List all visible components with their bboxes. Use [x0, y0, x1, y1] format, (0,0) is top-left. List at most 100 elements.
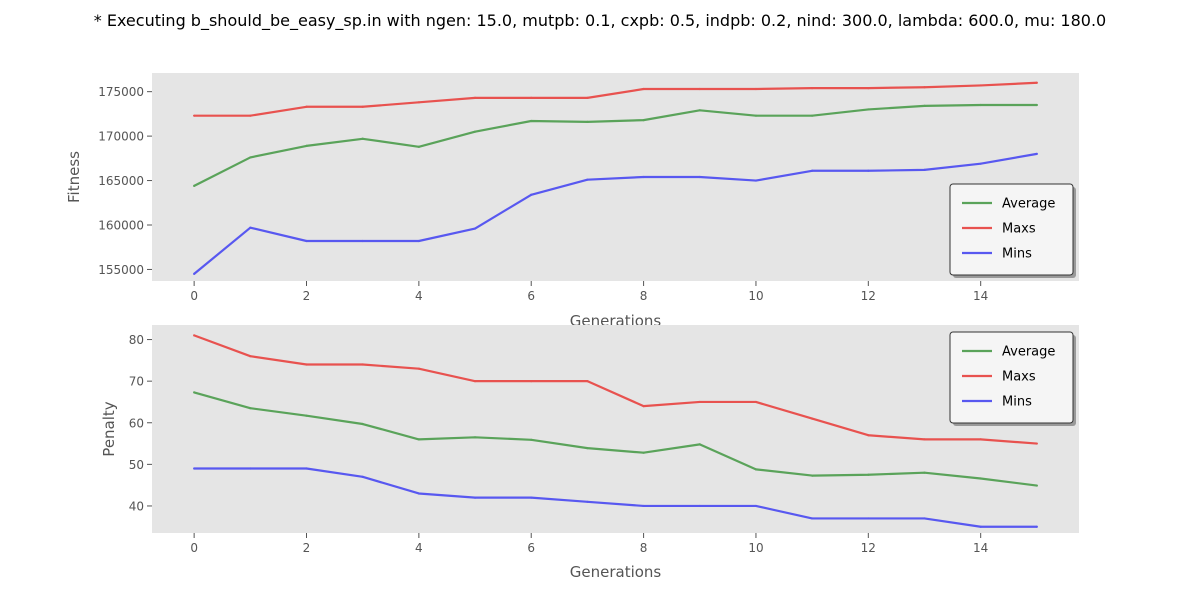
penalty-average-point [305, 414, 308, 417]
penalty-mins-point [530, 496, 533, 499]
penalty-mins-point [417, 492, 420, 495]
penalty-legend-mins-label: Mins [1002, 395, 1032, 410]
penalty-mins-point [642, 504, 645, 508]
penalty-average-point [249, 407, 252, 410]
penalty-average-point [923, 471, 926, 474]
penalty-maxs-point [811, 417, 814, 420]
penalty-maxs-point [698, 400, 701, 404]
penalty-mins-point [754, 504, 758, 508]
penalty-mins-point [193, 467, 196, 470]
fitness-ytick-label: 160000 [98, 219, 144, 233]
penalty-maxs-point [417, 367, 420, 370]
fitness-mins-point [417, 239, 420, 243]
fitness-ytick-label: 175000 [98, 85, 144, 99]
penalty-xtick-label: 8 [640, 541, 648, 555]
penalty-average-point [642, 451, 645, 454]
penalty-ytick-label: 40 [129, 499, 144, 513]
fitness-xtick-label: 2 [303, 289, 311, 303]
fitness-average-point [754, 114, 758, 117]
fitness-maxs-point [249, 114, 252, 117]
fitness-maxs-point [923, 86, 926, 89]
penalty-maxs-point [530, 380, 533, 383]
fitness-chart: 0 2 4 6 8 10 12 14 155000 160000 165000 170000 17500… [65, 73, 1079, 330]
penalty-maxs-line [193, 334, 1037, 445]
penalty-mins-point [473, 496, 477, 499]
fitness-mins-point [642, 175, 645, 179]
penalty-average-point [193, 391, 196, 394]
penalty-ytick-label: 50 [129, 458, 144, 472]
penalty-xtick-label: 10 [748, 541, 763, 555]
fitness-legend-average-label: Average [1002, 197, 1055, 212]
fitness-maxs-point [979, 84, 982, 87]
penalty-y-axis-label: Penalty [100, 401, 118, 456]
fitness-maxs-point [417, 101, 420, 104]
fitness-ytick-label: 170000 [98, 130, 144, 144]
fitness-mins-point [361, 239, 364, 243]
penalty-maxs-point [867, 434, 870, 437]
fitness-maxs-point [867, 87, 870, 90]
fitness-maxs-point [698, 87, 701, 91]
penalty-mins-point [811, 517, 814, 520]
fitness-maxs-point [642, 87, 645, 91]
fitness-mins-point [754, 179, 758, 182]
fitness-maxs-point [193, 114, 196, 117]
fitness-average-point [867, 108, 870, 111]
fitness-mins-point [530, 193, 533, 196]
penalty-average-point [867, 473, 870, 476]
fitness-maxs-point [361, 105, 364, 108]
penalty-plot-area [152, 325, 1079, 533]
penalty-maxs-point [193, 334, 196, 337]
penalty-legend-maxs-label: Maxs [1002, 370, 1036, 385]
fitness-average-point [417, 145, 420, 148]
fitness-mins-point [249, 226, 252, 229]
fitness-maxs-point [811, 87, 814, 90]
fitness-maxs-line [194, 81, 1037, 117]
fitness-average-point [305, 144, 308, 147]
fitness-average-point [361, 137, 364, 140]
penalty-chart: 0 2 4 6 8 10 12 14 40 50 60 70 80 Generations Penalty A… [100, 325, 1079, 581]
penalty-maxs-point [754, 400, 758, 404]
penalty-xtick-label: 0 [190, 541, 198, 555]
penalty-ytick-label: 70 [129, 375, 144, 389]
penalty-mins-point [586, 500, 589, 503]
figure-suptitle: * Executing b_should_be_easy_sp.in with … [94, 11, 1106, 31]
fitness-ytick-label: 165000 [98, 174, 144, 188]
penalty-mins-point [249, 467, 252, 470]
fitness-average-point [979, 103, 982, 107]
fitness-mins-point [305, 239, 308, 243]
penalty-maxs-point [305, 363, 308, 366]
penalty-average-point [698, 443, 701, 446]
penalty-ytick-label: 60 [129, 416, 144, 430]
fitness-ytick-label: 155000 [98, 263, 144, 277]
penalty-xtick-label: 6 [527, 541, 535, 555]
fitness-maxs-point [1035, 81, 1038, 84]
fitness-average-point [811, 114, 814, 117]
penalty-xtick-label: 2 [303, 541, 311, 555]
penalty-average-point [473, 436, 477, 439]
fitness-xtick-label: 0 [190, 289, 198, 303]
fitness-average-line [193, 103, 1037, 187]
penalty-legend-average-label: Average [1002, 345, 1055, 360]
penalty-average-point [811, 474, 814, 477]
fitness-maxs-point [305, 105, 308, 108]
penalty-average-point [754, 468, 758, 471]
penalty-maxs-point [586, 380, 589, 383]
fitness-legend: Average Maxs Mins [949, 183, 1076, 278]
fitness-mins-line [193, 152, 1038, 275]
penalty-xtick-label: 12 [861, 541, 876, 555]
fitness-average-point [923, 104, 926, 107]
fitness-average-point [1035, 103, 1038, 107]
fitness-maxs-point [530, 96, 533, 99]
penalty-legend: Average Maxs Mins [949, 331, 1076, 426]
penalty-mins-point [305, 467, 308, 470]
fitness-mins-point [698, 175, 701, 179]
fitness-mins-point [923, 168, 926, 171]
penalty-mins-point [698, 504, 701, 508]
fitness-xtick-label: 6 [527, 289, 535, 303]
penalty-mins-point [1035, 525, 1038, 528]
penalty-maxs-point [642, 405, 645, 408]
fitness-mins-point [473, 227, 477, 230]
fitness-maxs-point [473, 96, 477, 99]
fitness-mins-point [1035, 152, 1038, 155]
